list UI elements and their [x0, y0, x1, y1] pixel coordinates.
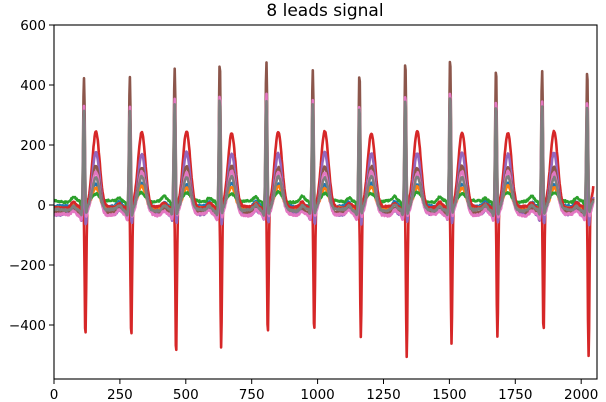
x-tick-label: 1250 [366, 387, 400, 402]
axes-frame [53, 24, 598, 380]
series-line-4 [54, 129, 595, 359]
series-layer [54, 60, 595, 359]
y-tick-label: 0 [37, 198, 46, 214]
x-tick-label: 750 [239, 387, 265, 402]
chart-title: 8 leads signal [266, 1, 384, 21]
x-tick-label: 2000 [564, 387, 598, 402]
y-tick-label: −200 [9, 258, 46, 274]
x-tick-label: 500 [173, 387, 199, 402]
y-tick-label: 600 [20, 18, 46, 34]
x-tick-label: 1750 [498, 387, 532, 402]
x-tick-label: 0 [50, 387, 59, 402]
x-tick-label: 1000 [300, 387, 334, 402]
x-tick-label: 1500 [432, 387, 466, 402]
series-line-8 [54, 97, 595, 218]
x-tick-label: 250 [107, 387, 133, 402]
y-tick-label: 400 [20, 78, 46, 94]
y-tick-label: −400 [9, 318, 46, 334]
y-tick-label: 200 [20, 138, 46, 154]
axes: 0 250 500 750 1000 1250 1500 1750 2000 −400 −200 0 2… [9, 18, 598, 402]
